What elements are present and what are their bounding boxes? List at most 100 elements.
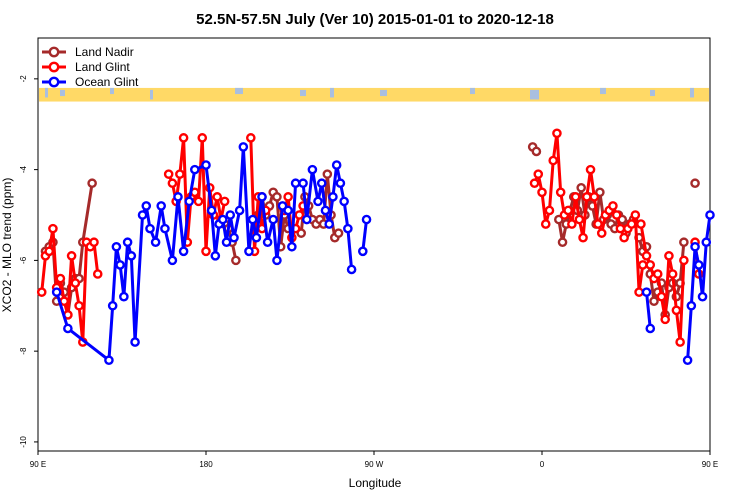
data-point bbox=[92, 269, 103, 279]
data-point bbox=[210, 251, 221, 261]
data-point bbox=[324, 219, 335, 229]
data-point bbox=[357, 246, 368, 257]
legend-label: Land Nadir bbox=[75, 45, 134, 59]
data-point bbox=[70, 278, 81, 288]
data-point bbox=[667, 269, 678, 279]
data-point bbox=[145, 223, 155, 234]
data-point bbox=[225, 210, 236, 220]
data-point bbox=[229, 232, 239, 243]
mask-band-ocean bbox=[45, 87, 48, 98]
data-point bbox=[137, 210, 148, 220]
data-point bbox=[244, 246, 254, 257]
data-point bbox=[331, 160, 342, 170]
data-point bbox=[615, 223, 626, 234]
data-point bbox=[115, 260, 125, 270]
mask-band-ocean bbox=[300, 89, 306, 97]
data-point bbox=[122, 237, 133, 248]
data-point bbox=[339, 196, 349, 207]
data-point bbox=[313, 196, 323, 207]
data-point bbox=[540, 219, 551, 229]
data-point bbox=[652, 269, 663, 279]
data-point bbox=[660, 314, 671, 325]
data-point bbox=[574, 214, 585, 225]
data-point bbox=[167, 255, 178, 266]
data-point bbox=[557, 237, 568, 248]
series-line bbox=[167, 136, 227, 253]
legend-marker bbox=[48, 46, 60, 58]
data-point bbox=[175, 169, 185, 179]
data-point bbox=[301, 214, 312, 225]
data-point bbox=[679, 237, 689, 248]
y-tick-label: -10 bbox=[19, 436, 28, 448]
x-axis-label: Longitude bbox=[349, 476, 402, 490]
series-ocean-glint bbox=[51, 142, 715, 366]
y-tick-label: -8 bbox=[19, 347, 28, 355]
data-point bbox=[217, 214, 228, 225]
data-point bbox=[582, 192, 592, 202]
data-point bbox=[197, 133, 208, 143]
data-point bbox=[322, 169, 333, 179]
data-point bbox=[675, 337, 685, 347]
data-point bbox=[638, 260, 648, 270]
data-point bbox=[66, 251, 77, 261]
data-point bbox=[247, 214, 258, 225]
data-point bbox=[645, 260, 656, 270]
data-point bbox=[531, 146, 542, 157]
data-point bbox=[641, 251, 652, 261]
data-point bbox=[111, 241, 122, 252]
legend-item: Land Nadir bbox=[42, 45, 134, 59]
data-point bbox=[529, 178, 540, 189]
data-point bbox=[178, 133, 189, 143]
y-axis-label: XCO2 - MLO trend (ppm) bbox=[0, 178, 14, 313]
data-point bbox=[578, 232, 588, 243]
data-point bbox=[126, 251, 137, 261]
legend-marker bbox=[48, 76, 60, 88]
data-point bbox=[262, 237, 273, 248]
data-point bbox=[576, 182, 587, 193]
series-layer bbox=[36, 128, 715, 366]
data-point bbox=[104, 355, 114, 366]
mask-band-ocean bbox=[235, 87, 243, 95]
data-point bbox=[184, 196, 194, 207]
data-point bbox=[55, 273, 66, 284]
data-point bbox=[316, 178, 327, 189]
x-tick-label: 0 bbox=[540, 460, 545, 469]
data-point bbox=[320, 205, 331, 216]
data-point bbox=[201, 246, 211, 257]
x-axis: 90 E 180 90 W 0 90 E bbox=[30, 451, 718, 469]
mask-band-ocean bbox=[330, 87, 334, 98]
legend-marker bbox=[48, 61, 60, 73]
data-point bbox=[537, 187, 547, 198]
data-point bbox=[634, 287, 644, 297]
data-point bbox=[150, 237, 161, 248]
data-point bbox=[219, 196, 230, 207]
data-point bbox=[682, 355, 693, 366]
series-line bbox=[686, 214, 712, 361]
data-point bbox=[160, 223, 170, 234]
mask-band-ocean bbox=[470, 87, 475, 95]
data-point bbox=[641, 287, 652, 297]
data-point bbox=[570, 192, 581, 202]
data-point bbox=[74, 300, 84, 311]
data-point bbox=[48, 223, 58, 234]
data-point bbox=[167, 178, 178, 189]
data-point bbox=[251, 232, 262, 243]
data-point bbox=[287, 241, 297, 252]
data-point bbox=[533, 169, 544, 179]
series-line bbox=[361, 219, 369, 252]
data-point bbox=[705, 210, 715, 220]
data-point bbox=[593, 219, 603, 229]
data-point bbox=[212, 192, 222, 202]
data-point bbox=[193, 196, 204, 207]
land-ocean-mask-band bbox=[39, 87, 709, 102]
data-point bbox=[87, 178, 97, 189]
data-point bbox=[611, 210, 622, 220]
y-tick-label: -4 bbox=[19, 166, 28, 174]
data-point bbox=[608, 201, 618, 211]
data-point bbox=[245, 133, 256, 143]
y-tick-label: -6 bbox=[19, 256, 28, 264]
data-point bbox=[63, 323, 73, 334]
x-tick-label: 90 E bbox=[702, 460, 718, 469]
data-point bbox=[636, 219, 646, 229]
